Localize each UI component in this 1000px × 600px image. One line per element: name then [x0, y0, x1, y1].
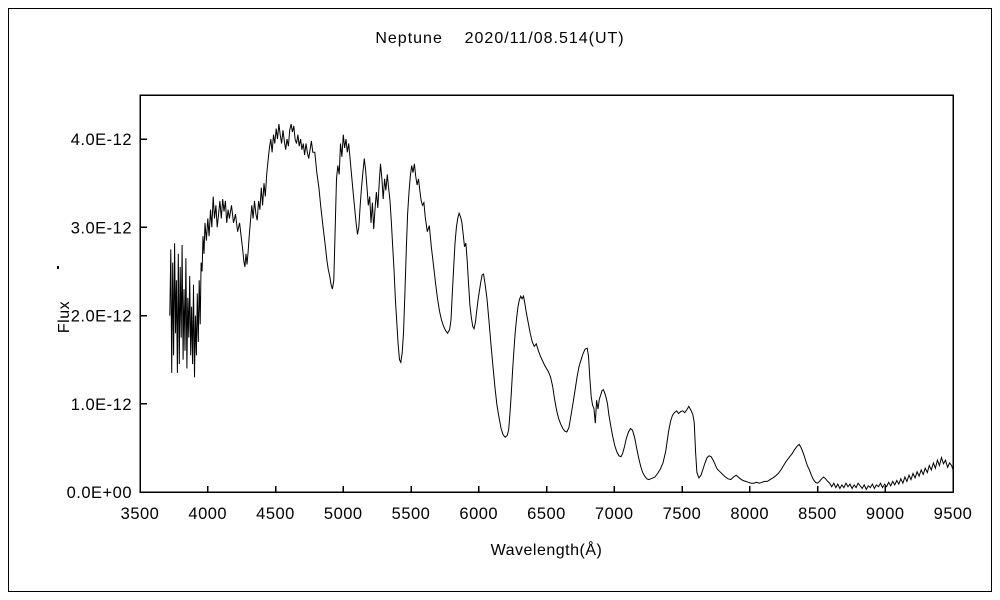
x-tick-label: 8000	[730, 505, 769, 523]
y-tick-label: 1.0E-12	[71, 396, 132, 414]
x-axis-title: Wavelength(Å)	[490, 542, 603, 559]
x-tick-label: 3500	[121, 505, 160, 523]
y-tick-label: 4.0E-12	[71, 131, 132, 149]
y-axis-title: Flux	[56, 300, 73, 334]
chart-title: Neptune 2020/11/08.514(UT)	[375, 30, 625, 47]
spectrum-line	[169, 123, 954, 491]
x-tick-label: 7500	[663, 505, 702, 523]
outer-border	[8, 8, 992, 592]
x-tick-label: 9000	[866, 505, 905, 523]
x-tick-label: 8500	[798, 505, 837, 523]
stray-dot	[57, 266, 59, 269]
y-tick-label: 3.0E-12	[71, 219, 132, 237]
x-tick-label: 5500	[392, 505, 431, 523]
plot-frame	[139, 94, 954, 493]
x-tick-label: 6000	[459, 505, 498, 523]
x-tick-label: 4500	[256, 505, 295, 523]
x-tick-label: 5000	[324, 505, 363, 523]
x-tick-label: 9500	[934, 505, 973, 523]
x-tick-label: 7000	[595, 505, 634, 523]
y-tick-label: 0.0E+00	[67, 484, 132, 502]
x-tick-label: 6500	[527, 505, 566, 523]
y-tick-label: 2.0E-12	[71, 308, 132, 326]
x-tick-label: 4000	[188, 505, 227, 523]
